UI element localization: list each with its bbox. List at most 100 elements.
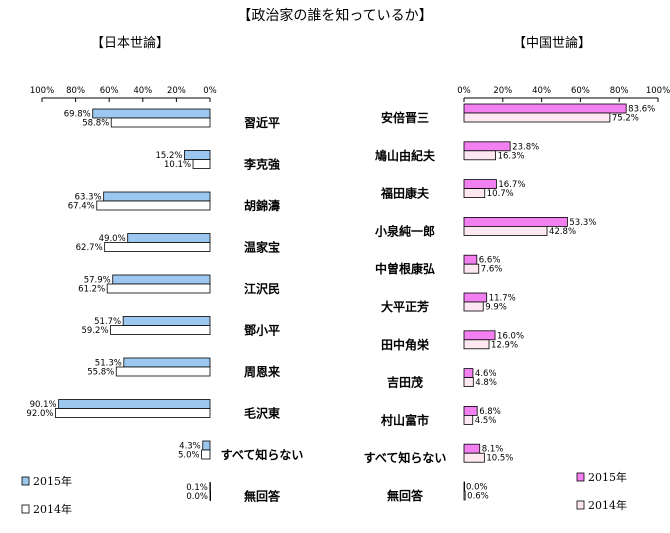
data-label-2015-8: 6.8%	[479, 407, 501, 417]
bar-2015-0	[463, 103, 627, 114]
data-label-2014-1: 16.3%	[498, 151, 525, 161]
data-label-2015-6: 16.0%	[497, 331, 524, 341]
bar-2014-9	[209, 491, 212, 501]
china-chart-title: 【中国世論】	[513, 35, 591, 51]
data-label-2015-7: 90.1%	[30, 400, 57, 410]
bar-2014-8	[201, 449, 211, 460]
data-label-2015-2: 63.3%	[75, 193, 102, 203]
x-tick-label-20-: 20%	[167, 86, 186, 96]
bar-2015-5	[122, 316, 211, 326]
bar-2015-0	[92, 108, 211, 119]
china-chart: 0% 20% 40% 60% 80% 100% 安倍晋三 83.6%75.2% 鳩山由紀夫 23.…	[364, 86, 670, 512]
bar-2015-6	[123, 357, 211, 368]
data-label-2015-4: 57.9%	[84, 276, 111, 286]
data-label-2014-5: 9.9%	[485, 303, 507, 313]
bar-2015-9	[463, 443, 481, 454]
category-label-3: 温家宝	[244, 240, 280, 255]
data-label-2015-3: 53.3%	[569, 218, 596, 228]
legend-swatch-2015	[21, 476, 30, 486]
data-label-2015-1: 15.2%	[155, 151, 182, 161]
x-tick-label-0-: 0%	[457, 86, 471, 96]
data-label-2014-7: 92.0%	[26, 409, 53, 419]
data-label-2014-0: 58.8%	[82, 119, 109, 129]
bar-2015-3	[463, 216, 568, 227]
japan-chart-title: 【日本世論】	[91, 35, 169, 51]
bar-2014-5	[463, 301, 484, 312]
category-label-9: 無回答	[244, 489, 281, 504]
bar-2015-6	[463, 330, 496, 341]
legend-label-2015: 2015年	[33, 474, 72, 488]
category-label-4: 中曽根康弘	[375, 261, 435, 276]
bar-2014-3	[463, 225, 548, 236]
category-label-5: 鄧小平	[244, 323, 280, 338]
data-label-2015-0: 83.6%	[628, 105, 655, 115]
data-label-2014-2: 10.7%	[487, 189, 514, 199]
data-label-2014-1: 10.1%	[164, 160, 191, 170]
category-label-1: 李克強	[243, 157, 280, 172]
category-label-9: すべて知らない	[364, 450, 447, 465]
data-label-2014-3: 42.8%	[549, 227, 576, 237]
bar-2014-6	[463, 339, 490, 350]
bar-2014-2	[463, 188, 486, 199]
legend-swatch-2015	[576, 472, 585, 482]
category-label-7: 吉田茂	[387, 375, 423, 390]
data-label-2014-4: 7.6%	[481, 265, 503, 275]
data-label-2015-4: 6.6%	[479, 256, 501, 266]
data-label-2014-2: 67.4%	[68, 202, 95, 212]
bar-2015-5	[463, 292, 488, 303]
bar-2014-7	[55, 408, 211, 418]
bar-2015-8	[202, 440, 211, 451]
bar-2014-9	[463, 452, 485, 463]
bar-2014-1	[463, 150, 497, 161]
category-label-8: すべて知らない	[221, 447, 304, 462]
data-label-2015-8: 4.3%	[179, 442, 201, 452]
x-tick-label-40-: 40%	[133, 86, 152, 96]
bar-2014-0	[110, 117, 211, 128]
legend-label-2014: 2014年	[588, 498, 627, 512]
bar-2015-3	[127, 233, 211, 243]
category-label-0: 安倍晋三	[381, 110, 429, 125]
data-label-2014-5: 59.2%	[82, 326, 109, 336]
bar-2014-4	[463, 263, 480, 274]
bar-2014-4	[106, 283, 211, 294]
data-label-2015-7: 4.6%	[475, 369, 497, 379]
x-tick-label-20-: 20%	[493, 86, 512, 96]
data-label-2014-0: 75.2%	[612, 114, 639, 124]
category-label-5: 大平正芳	[381, 299, 429, 314]
bar-2015-4	[112, 274, 211, 285]
bar-2015-7	[58, 399, 211, 409]
data-label-2014-4: 61.2%	[78, 285, 105, 295]
category-label-3: 小泉純一郎	[375, 223, 435, 238]
x-tick-label-100-: 100%	[30, 86, 54, 96]
category-label-10: 無回答	[387, 488, 424, 503]
x-tick-label-80-: 80%	[610, 86, 629, 96]
bar-2015-10	[463, 481, 466, 492]
bar-2014-5	[110, 325, 211, 335]
bar-2015-2	[463, 179, 497, 190]
bar-2014-0	[463, 112, 611, 123]
data-label-2014-8: 5.0%	[178, 451, 200, 461]
category-label-2: 福田康夫	[380, 186, 430, 201]
data-label-2015-2: 16.7%	[498, 180, 525, 190]
data-label-2014-7: 4.8%	[475, 378, 497, 388]
data-label-2015-5: 51.7%	[94, 317, 121, 327]
category-label-8: 村山富市	[381, 412, 429, 427]
bar-2014-7	[463, 377, 474, 388]
x-tick-label-80-: 80%	[66, 86, 85, 96]
data-label-2014-6: 55.8%	[87, 368, 114, 378]
main-title: 【政治家の誰を知っているか】	[237, 7, 432, 24]
bar-2015-2	[103, 191, 211, 202]
bar-2014-3	[104, 242, 211, 252]
data-label-2015-9: 8.1%	[482, 445, 504, 455]
data-label-2014-10: 0.6%	[467, 492, 489, 502]
data-label-2015-10: 0.0%	[466, 483, 488, 493]
data-label-2015-9: 0.1%	[186, 483, 208, 493]
legend-swatch-2014	[576, 500, 585, 510]
bar-2015-8	[463, 405, 478, 416]
bar-2015-9	[209, 482, 211, 492]
category-label-0: 習近平	[244, 115, 280, 130]
data-label-2015-1: 23.8%	[512, 142, 539, 152]
data-label-2014-3: 62.7%	[76, 243, 103, 253]
bar-2014-1	[192, 159, 211, 169]
